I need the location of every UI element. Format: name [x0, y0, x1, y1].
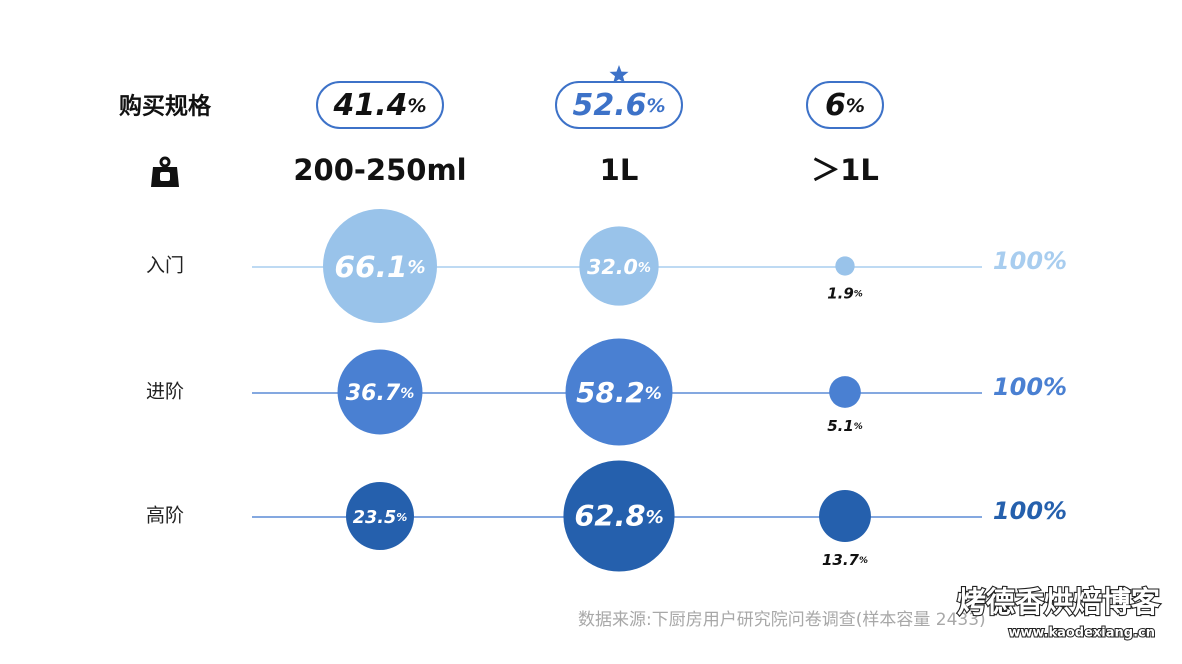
chart-title: 购买规格	[119, 93, 212, 120]
bubble-value-label: 66.1%	[334, 249, 425, 284]
share-value: 41.4%	[332, 88, 426, 123]
row-label: 高阶	[146, 505, 184, 527]
bubble-value-label: 1.9%	[827, 284, 863, 302]
row-total: 100%	[993, 247, 1067, 275]
column-label: 1L	[600, 153, 639, 187]
source-note: 数据来源:下厨房用户研究院问卷调查(样本容量 2433)	[578, 610, 986, 630]
bubble	[579, 226, 659, 306]
weight-icon	[151, 156, 179, 187]
bubble-value-label: 32.0%	[587, 255, 651, 279]
row-total: 100%	[993, 497, 1067, 525]
bubble-value-label: 62.8%	[574, 499, 663, 533]
column-label: 200-250ml	[293, 153, 466, 187]
bubble	[346, 482, 414, 550]
bubble-value-label: 5.1%	[827, 416, 863, 434]
share-pill	[316, 81, 444, 129]
watermark-url: www.kaodexiang.cn	[1008, 626, 1155, 641]
bubble-value-label: 23.5%	[353, 508, 408, 528]
row-total: 100%	[993, 373, 1067, 401]
column-label: ＞1L	[811, 153, 879, 187]
bubble	[829, 376, 861, 408]
watermark-name: 烤德香烘焙博客	[957, 585, 1161, 619]
bubble	[323, 209, 437, 323]
bubble	[563, 460, 675, 572]
row-label: 进阶	[146, 381, 184, 403]
bubble	[337, 349, 423, 435]
share-value: 6%	[825, 88, 865, 123]
star-icon	[609, 65, 629, 84]
bubble-value-label: 13.7%	[822, 550, 868, 568]
share-value: 52.6%	[572, 88, 665, 123]
share-pill	[806, 81, 884, 129]
share-pill	[555, 81, 683, 129]
bubble	[819, 490, 871, 542]
row-label: 入门	[146, 255, 184, 277]
bubble-value-label: 58.2%	[576, 376, 662, 409]
bubble	[835, 256, 855, 276]
bubble-value-label: 36.7%	[346, 381, 415, 406]
bubble	[565, 338, 673, 446]
